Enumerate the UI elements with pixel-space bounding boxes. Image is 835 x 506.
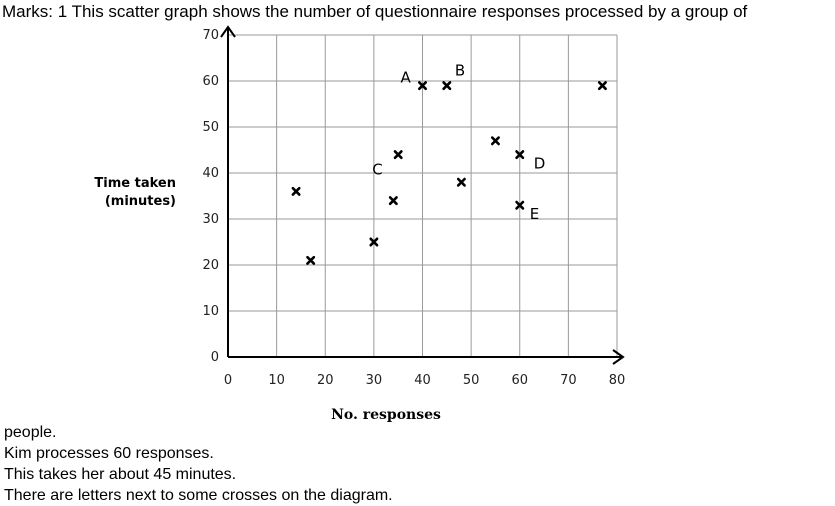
data-point [442, 81, 452, 91]
question-line: There are letters next to some crosses o… [4, 487, 393, 504]
x-tick-labels: 0 10 20 30 40 50 60 70 80 [224, 373, 625, 388]
y-axis-arrow [220, 25, 236, 38]
question-intro: Marks: 1 This scatter graph shows the nu… [2, 2, 748, 21]
y-tick-label: 20 [202, 258, 219, 273]
axes [220, 25, 625, 365]
point-labels: C A B D E [372, 62, 545, 224]
point-label-b: B [455, 62, 465, 80]
point-label-c: C [372, 161, 382, 179]
data-point [369, 237, 379, 247]
x-tick-label: 60 [511, 373, 528, 388]
data-point [417, 81, 428, 91]
data-point [291, 186, 301, 196]
y-axis-label-line-1: Time taken [94, 176, 176, 191]
y-tick-label: 50 [202, 120, 219, 135]
data-point [306, 255, 316, 265]
data-point [490, 136, 500, 146]
y-tick-label: 30 [202, 212, 219, 227]
x-tick-label: 10 [268, 373, 285, 388]
x-tick-label: 80 [609, 373, 626, 388]
data-point [388, 196, 398, 206]
point-label-d: D [534, 155, 546, 173]
grid-lines [228, 34, 618, 357]
x-axis-arrow [612, 349, 625, 365]
question-line: people. [4, 424, 57, 441]
data-point [393, 150, 403, 160]
y-axis-label-line-2: (minutes) [105, 194, 176, 209]
x-tick-label: 40 [414, 373, 431, 388]
data-points [291, 81, 607, 265]
x-tick-label: 50 [463, 373, 480, 388]
x-tick-label: 30 [366, 373, 383, 388]
data-point [597, 81, 607, 91]
y-tick-labels: 0 10 20 30 40 50 60 70 [202, 28, 219, 365]
y-tick-label: 40 [202, 166, 219, 181]
y-tick-label: 0 [211, 350, 219, 365]
x-tick-label: 70 [560, 373, 577, 388]
y-tick-label: 70 [202, 28, 219, 43]
point-label-e: E [530, 205, 539, 223]
question-line: This takes her about 45 minutes. [4, 466, 237, 483]
question-body: people. Kim processes 60 responses. This… [4, 422, 393, 506]
data-point [515, 200, 525, 210]
x-axis-label: No. responses [331, 407, 441, 423]
y-tick-label: 60 [202, 74, 219, 89]
x-tick-label: 20 [317, 373, 334, 388]
x-tick-label: 0 [224, 373, 232, 388]
data-point [456, 177, 466, 187]
y-tick-label: 10 [202, 304, 219, 319]
question-line: Kim processes 60 responses. [4, 445, 214, 462]
point-label-a: A [401, 69, 412, 87]
data-point [515, 150, 525, 160]
